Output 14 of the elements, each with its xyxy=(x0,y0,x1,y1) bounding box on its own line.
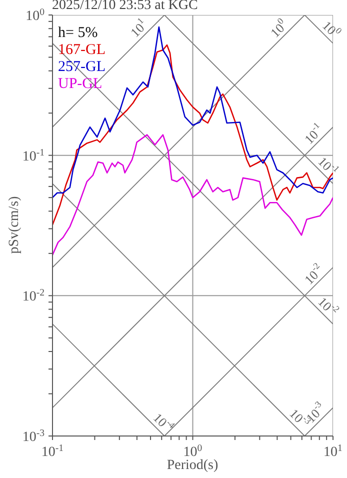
y-tick-label: 10$^{-2}$ xyxy=(22,287,45,305)
y-axis-title: pSv(cm/s) xyxy=(7,196,23,254)
x-axis-title: Period(s) xyxy=(166,458,218,473)
y-tick-label: 10$^{-1}$ xyxy=(22,146,45,164)
chart-title: 2025/12/10 23:53 at KGC xyxy=(52,0,198,14)
x-tick-label: 10$^{1}$ xyxy=(324,442,343,460)
x-tick-label: 10$^{-1}$ xyxy=(41,442,64,460)
series-label: 257-GL xyxy=(58,59,106,76)
x-tick-label: 10$^{0}$ xyxy=(183,442,202,460)
text: 167-GL xyxy=(58,42,106,59)
text: UP-GL xyxy=(58,76,104,93)
y-tick-label: 10$^{-3}$ xyxy=(22,428,45,445)
annotation: h= 5% xyxy=(58,25,99,42)
y-tick-label: 10$^{0}$ xyxy=(26,6,45,24)
